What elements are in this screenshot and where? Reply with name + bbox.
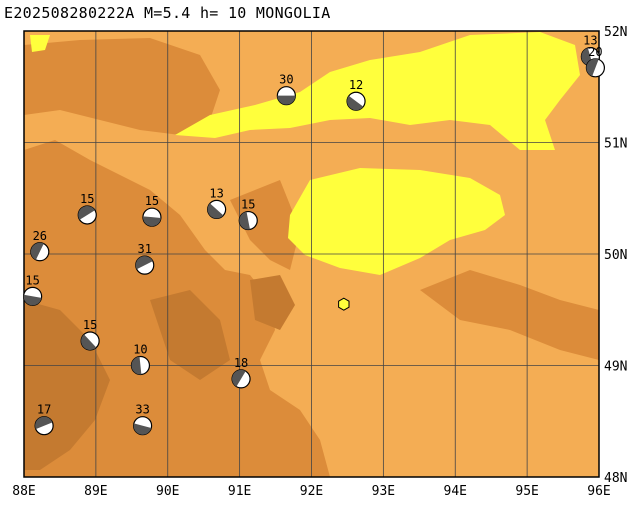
event-depth-label: 12 <box>349 78 363 92</box>
compressional-quadrant <box>142 216 161 227</box>
focal-mechanism-beachball[interactable]: 31 <box>135 242 155 275</box>
event-depth-label: 33 <box>135 403 149 417</box>
compressional-quadrant <box>78 205 95 220</box>
compressional-quadrant <box>586 58 599 77</box>
focal-mechanism-beachball[interactable]: 15 <box>77 192 97 225</box>
event-depth-label: 30 <box>279 73 293 87</box>
graticule <box>24 31 599 477</box>
compressional-quadrant <box>35 416 53 430</box>
compressional-quadrant <box>232 369 246 387</box>
compressional-quadrant <box>207 203 224 219</box>
focal-mechanism-beachball[interactable]: 15 <box>238 198 258 231</box>
focal-mechanism-beachball[interactable]: 20 <box>585 45 606 78</box>
focal-mechanism-beachball[interactable]: 15 <box>23 273 43 306</box>
event-depth-label: 15 <box>83 318 97 332</box>
dark-valley-1 <box>150 290 230 380</box>
northwest-mountains <box>24 38 220 135</box>
dark-valley-2 <box>250 275 295 330</box>
focal-mechanism-beachball[interactable]: 18 <box>231 356 251 389</box>
event-depth-label: 13 <box>583 34 597 48</box>
compressional-quadrant <box>81 334 97 350</box>
longitude-tick-label: 88E <box>12 484 35 499</box>
focal-mechanism-beachball[interactable]: 15 <box>80 318 100 351</box>
focal-mechanism-beachball[interactable]: 15 <box>142 194 162 227</box>
west-lowland-patch <box>30 35 50 52</box>
event-depth-label: 15 <box>145 194 159 208</box>
latitude-tick-label: 52N <box>604 25 627 40</box>
compressional-quadrant <box>347 95 364 111</box>
focal-mechanism-beachball[interactable]: 17 <box>34 403 54 436</box>
east-foothills <box>420 270 599 360</box>
map-title: E202508280222A M=5.4 h= 10 MONGOLIA <box>4 4 331 22</box>
compressional-quadrant <box>239 211 250 230</box>
compressional-quadrant <box>133 423 152 435</box>
north-lowland <box>175 32 580 150</box>
longitude-tick-label: 96E <box>587 484 610 499</box>
uvs-lake-basin <box>288 168 505 275</box>
compressional-quadrant <box>23 294 42 306</box>
compressional-quadrant <box>135 256 153 270</box>
focal-mechanism-beachball[interactable]: 13 <box>207 186 227 219</box>
focal-mechanism-beachball[interactable]: 33 <box>132 403 153 436</box>
longitude-tick-label: 91E <box>228 484 251 499</box>
event-depth-label: 15 <box>241 198 255 212</box>
event-depth-label: 15 <box>80 192 94 206</box>
longitude-tick-label: 89E <box>84 484 107 499</box>
event-depth-label: 26 <box>33 229 47 243</box>
event-depth-label: 31 <box>138 242 152 256</box>
event-depth-label: 10 <box>133 343 147 357</box>
map-frame <box>23 30 600 478</box>
longitude-tick-label: 93E <box>372 484 395 499</box>
longitude-tick-label: 95E <box>515 484 538 499</box>
focal-mechanism-beachball[interactable]: 30 <box>276 73 296 106</box>
compressional-quadrant <box>131 356 142 375</box>
longitude-labels: 88E 89E 90E 91E 92E 93E 94E 95E 96E <box>12 484 610 499</box>
event-depth-label: 13 <box>209 186 223 200</box>
event-depth-label: 17 <box>37 403 51 417</box>
focal-mechanism-beachball[interactable]: 12 <box>346 78 366 111</box>
event-depth-label: 20 <box>588 45 602 59</box>
central-ridge <box>230 180 300 270</box>
latitude-labels: 48N 49N 50N 51N 52N <box>604 25 627 486</box>
compressional-quadrant <box>30 242 44 260</box>
epicenter-marker[interactable] <box>338 297 350 311</box>
latitude-tick-label: 51N <box>604 137 627 152</box>
longitude-tick-label: 92E <box>300 484 323 499</box>
latitude-tick-label: 49N <box>604 360 627 375</box>
event-depth-label: 15 <box>25 273 39 287</box>
compressional-quadrant <box>277 95 296 105</box>
focal-mechanism-beachball[interactable]: 10 <box>130 343 151 376</box>
longitude-tick-label: 90E <box>156 484 179 499</box>
focal-mechanism-beachball[interactable]: 26 <box>30 229 50 262</box>
latitude-tick-label: 50N <box>604 248 627 263</box>
longitude-tick-label: 94E <box>444 484 467 499</box>
latitude-tick-label: 48N <box>604 471 627 486</box>
event-depth-label: 18 <box>234 356 248 370</box>
